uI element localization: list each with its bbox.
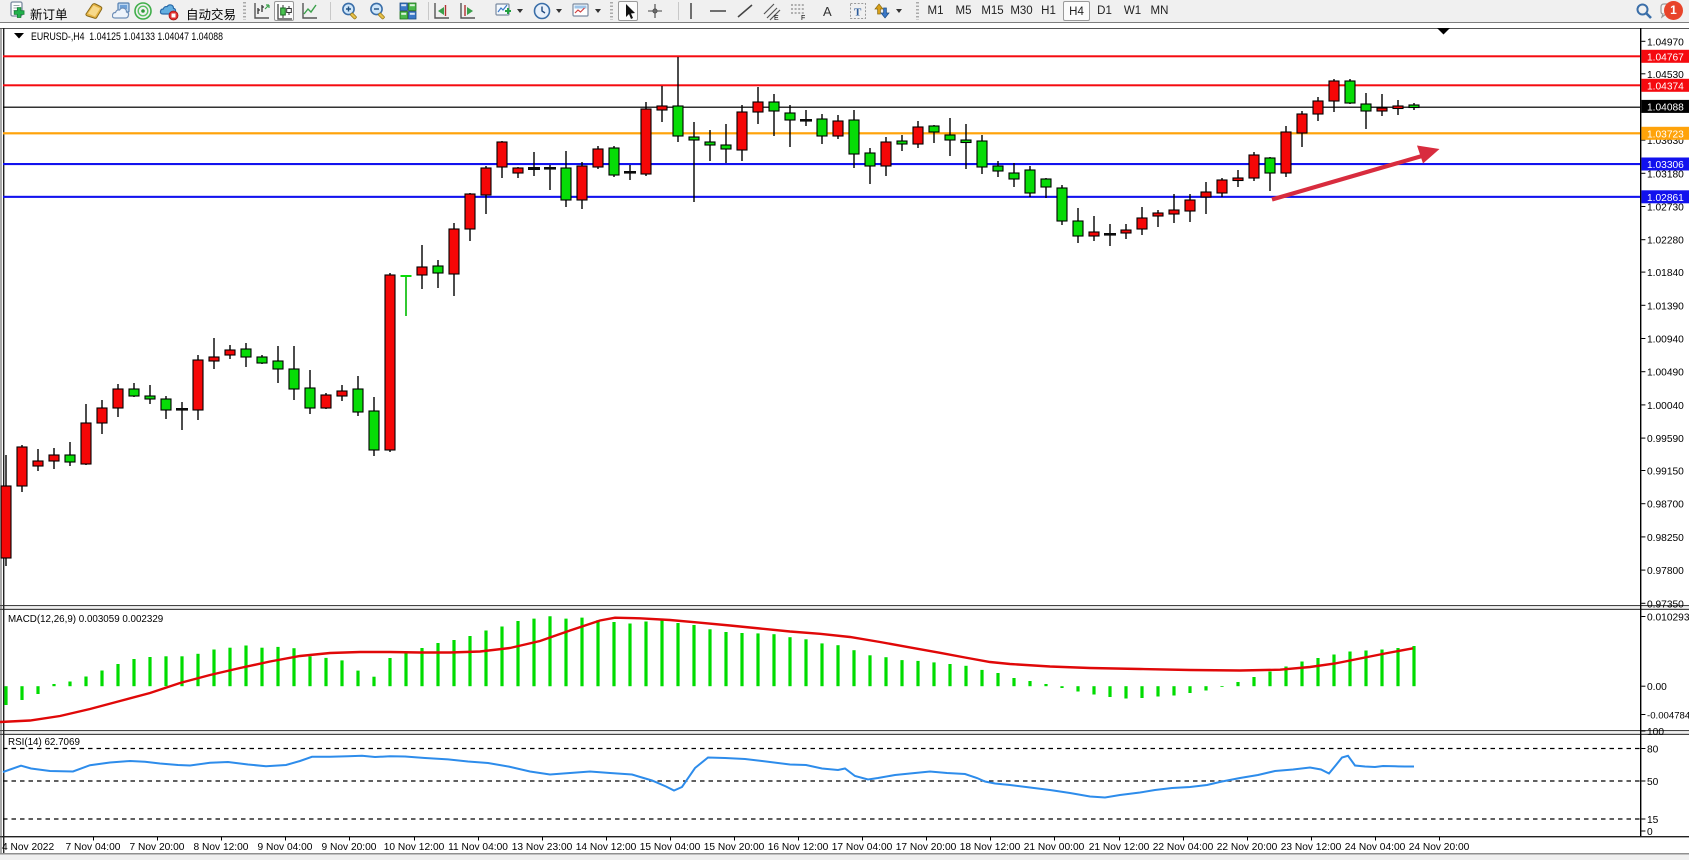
svg-text:1.03306: 1.03306 xyxy=(1647,160,1684,171)
svg-text:1.01390: 1.01390 xyxy=(1647,301,1684,312)
svg-text:0.97350: 0.97350 xyxy=(1647,599,1684,610)
svg-text:F: F xyxy=(801,15,805,21)
svg-text:E: E xyxy=(774,15,779,21)
svg-text:9 Nov 20:00: 9 Nov 20:00 xyxy=(322,842,377,853)
svg-text:23 Nov 12:00: 23 Nov 12:00 xyxy=(1281,842,1342,853)
svg-text:0.97800: 0.97800 xyxy=(1647,566,1684,577)
svg-text:1.00040: 1.00040 xyxy=(1647,401,1684,412)
svg-text:100: 100 xyxy=(1647,727,1664,738)
svg-text:0: 0 xyxy=(1647,827,1653,838)
svg-text:1.04767: 1.04767 xyxy=(1647,52,1684,63)
svg-text:9 Nov 04:00: 9 Nov 04:00 xyxy=(258,842,313,853)
svg-text:1.04088: 1.04088 xyxy=(1647,102,1684,113)
svg-text:14 Nov 12:00: 14 Nov 12:00 xyxy=(576,842,637,853)
svg-text:0.00: 0.00 xyxy=(1647,682,1667,693)
svg-text:0.98700: 0.98700 xyxy=(1647,500,1684,511)
svg-text:1.00490: 1.00490 xyxy=(1647,368,1684,379)
svg-text:1.02280: 1.02280 xyxy=(1647,236,1684,247)
svg-text:1.04530: 1.04530 xyxy=(1647,70,1684,81)
svg-text:80: 80 xyxy=(1647,745,1659,756)
svg-text:15: 15 xyxy=(1647,815,1659,826)
svg-text:8 Nov 12:00: 8 Nov 12:00 xyxy=(194,842,249,853)
svg-text:1.02730: 1.02730 xyxy=(1647,203,1684,214)
svg-text:1.04970: 1.04970 xyxy=(1647,37,1684,48)
svg-text:7 Nov 20:00: 7 Nov 20:00 xyxy=(130,842,185,853)
svg-text:RSI(14) 62.7069: RSI(14) 62.7069 xyxy=(8,737,80,748)
svg-text:50: 50 xyxy=(1647,777,1659,788)
svg-text:1.03630: 1.03630 xyxy=(1647,136,1684,147)
svg-text:EURUSD-,H4 1.04125 1.04133 1.: EURUSD-,H4 1.04125 1.04133 1.04047 1.040… xyxy=(31,31,223,43)
svg-text:24 Nov 04:00: 24 Nov 04:00 xyxy=(1345,842,1406,853)
svg-text:1.04374: 1.04374 xyxy=(1647,81,1684,92)
svg-text:13 Nov 23:00: 13 Nov 23:00 xyxy=(512,842,573,853)
svg-text:0.010293: 0.010293 xyxy=(1647,613,1689,624)
svg-text:21 Nov 00:00: 21 Nov 00:00 xyxy=(1024,842,1085,853)
svg-text:21 Nov 12:00: 21 Nov 12:00 xyxy=(1089,842,1150,853)
svg-text:11 Nov 04:00: 11 Nov 04:00 xyxy=(448,842,508,853)
svg-text:A: A xyxy=(823,4,832,19)
svg-text:24 Nov 20:00: 24 Nov 20:00 xyxy=(1409,842,1470,853)
svg-text:1.01840: 1.01840 xyxy=(1647,268,1684,279)
svg-text:1.03180: 1.03180 xyxy=(1647,169,1684,180)
svg-text:1.00940: 1.00940 xyxy=(1647,335,1684,346)
svg-text:17 Nov 20:00: 17 Nov 20:00 xyxy=(896,842,957,853)
svg-text:15 Nov 04:00: 15 Nov 04:00 xyxy=(640,842,701,853)
svg-text:22 Nov 04:00: 22 Nov 04:00 xyxy=(1153,842,1214,853)
svg-text:15 Nov 20:00: 15 Nov 20:00 xyxy=(704,842,765,853)
svg-text:0.99590: 0.99590 xyxy=(1647,434,1684,445)
svg-text:17 Nov 04:00: 17 Nov 04:00 xyxy=(832,842,893,853)
svg-text:1.03723: 1.03723 xyxy=(1647,129,1684,140)
svg-text:1.02861: 1.02861 xyxy=(1647,193,1684,204)
svg-text:0.99150: 0.99150 xyxy=(1647,467,1684,478)
svg-text:22 Nov 20:00: 22 Nov 20:00 xyxy=(1217,842,1278,853)
svg-text:MACD(12,26,9) 0.003059 0.00232: MACD(12,26,9) 0.003059 0.002329 xyxy=(8,614,163,625)
svg-text:4 Nov 2022: 4 Nov 2022 xyxy=(2,842,54,853)
svg-text:0.98250: 0.98250 xyxy=(1647,533,1684,544)
svg-text:T: T xyxy=(854,7,862,19)
svg-text:16 Nov 12:00: 16 Nov 12:00 xyxy=(768,842,829,853)
svg-text:10 Nov 12:00: 10 Nov 12:00 xyxy=(384,842,445,853)
svg-text:18 Nov 12:00: 18 Nov 12:00 xyxy=(960,842,1021,853)
svg-text:7 Nov 04:00: 7 Nov 04:00 xyxy=(66,842,121,853)
svg-text:-0.004784: -0.004784 xyxy=(1647,711,1689,722)
